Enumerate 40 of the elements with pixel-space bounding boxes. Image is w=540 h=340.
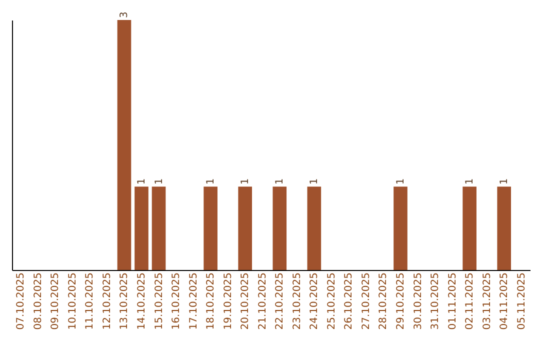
x-tick-label: 02.11.2025 [464,272,476,330]
x-tick-label: 12.10.2025 [102,272,113,330]
x-tick-label: 16.10.2025 [171,272,182,330]
x-tick-label: 11.10.2025 [84,272,96,330]
data-label: 1 [274,178,286,185]
data-label: 1 [396,178,406,185]
x-tick-label: 09.10.2025 [50,272,62,330]
x-tick-label: 17.10.2025 [188,272,200,330]
data-label: 1 [309,178,320,185]
x-tick-label: 20.10.2025 [240,272,252,330]
x-tick-label: 28.10.2025 [378,272,390,330]
x-tick-label: 22.10.2025 [274,272,286,330]
x-tick-label: 25.10.2025 [326,272,338,330]
data-label: 1 [136,178,148,185]
x-tick-label: 01.11.2025 [447,272,458,330]
x-tick-label: 04.11.2025 [499,272,510,330]
x-tick-label: 08.10.2025 [32,272,44,330]
x-tick-label: 15.10.2025 [154,272,165,330]
x-tick-label: 24.10.2025 [309,272,320,330]
x-tick-label: 30.10.2025 [412,272,424,330]
x-tick-label: 31.10.2025 [430,272,442,330]
x-tick-label: 18.10.2025 [206,272,217,330]
x-tick-label: 21.10.2025 [257,272,268,330]
data-label: 1 [499,178,510,185]
x-tick-label: 29.10.2025 [396,272,406,330]
x-tick-label: 23.10.2025 [292,272,303,330]
data-label: 1 [154,178,165,185]
data-label: 1 [206,178,217,185]
data-label: 1 [240,178,252,185]
x-tick-label: 14.10.2025 [136,272,148,330]
x-tick-label: 19.10.2025 [222,272,234,330]
data-label: 3 [119,12,130,18]
data-label: 1 [464,178,476,185]
x-tick-label: 27.10.2025 [360,272,372,330]
x-tick-label: 10.10.2025 [67,272,78,330]
x-tick-label: 05.11.2025 [516,272,528,330]
x-tick-label: 03.11.2025 [482,272,493,330]
x-tick-label: 07.10.2025 [16,272,27,330]
x-tick-label: 26.10.2025 [344,272,355,330]
x-tick-label: 13.10.2025 [119,272,130,330]
